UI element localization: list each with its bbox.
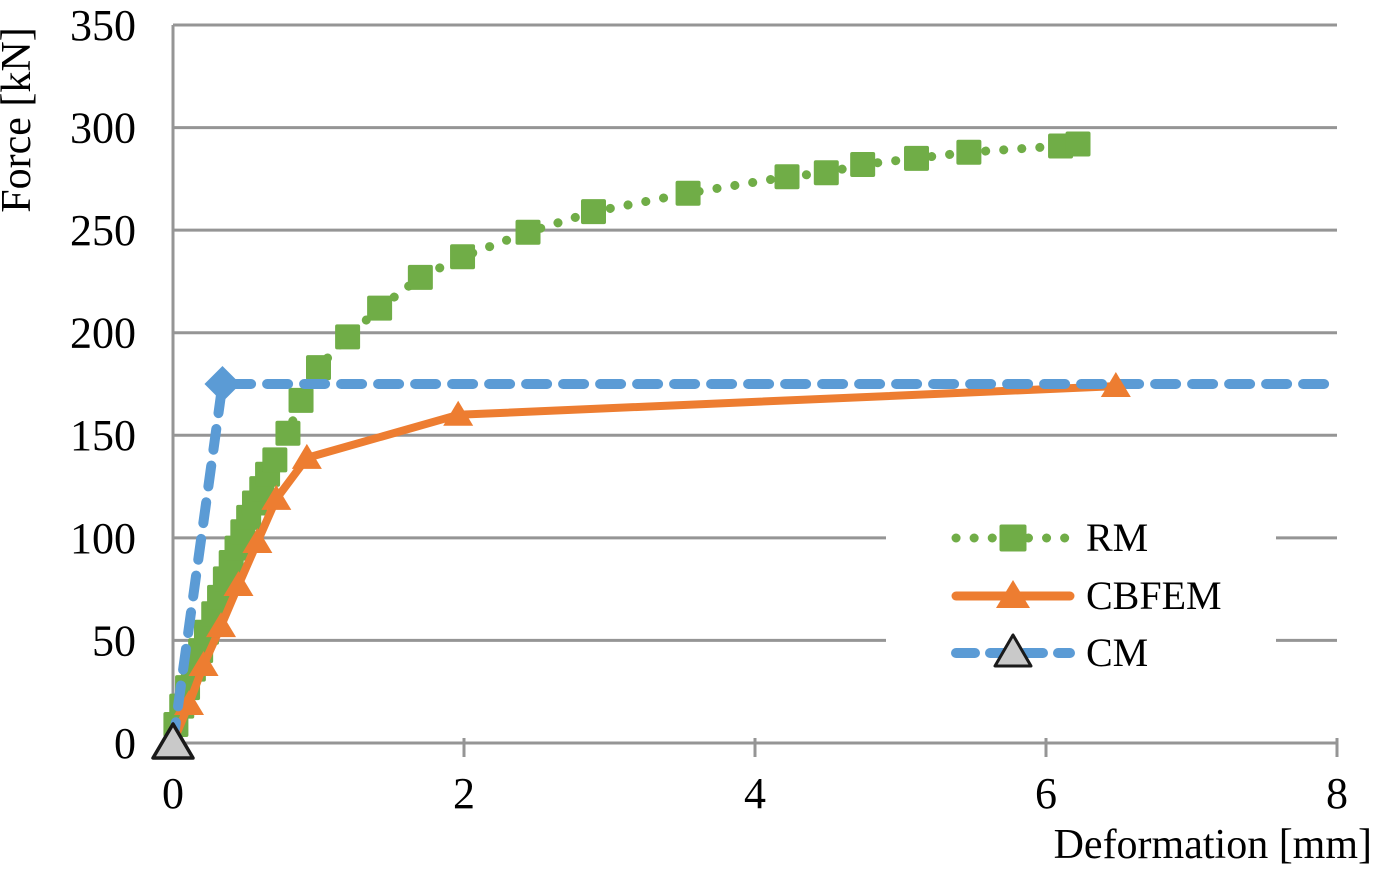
rm-marker <box>407 264 433 290</box>
rm-marker <box>813 160 839 186</box>
x-tick-label-8: 8 <box>1326 769 1348 818</box>
cbfem-marker <box>261 484 292 510</box>
rm-marker <box>262 447 288 473</box>
cm-sample-marker <box>993 633 1033 668</box>
cm-diamond-marker <box>204 366 241 402</box>
rm-marker <box>335 324 361 350</box>
cbfem-marker <box>206 612 237 638</box>
y-tick-label-300: 300 <box>70 104 136 153</box>
tick-labels: 0 50 100 150 200 250 300 350 0 2 4 6 8 <box>70 1 1348 818</box>
x-axis-title: Deformation [mm] <box>1054 822 1372 868</box>
y-axis-title: Force [kN] <box>0 27 40 212</box>
cm-line-sample <box>951 633 1075 668</box>
rm-marker <box>515 219 541 245</box>
x-tick-label-2: 2 <box>453 769 475 818</box>
rm-line-sample <box>951 524 1075 552</box>
cm-line <box>168 379 1342 748</box>
legend-label-rm: RM <box>1086 515 1148 560</box>
y-tick-label-200: 200 <box>70 309 136 358</box>
legend-label-cm: CM <box>1086 630 1148 675</box>
legend-background <box>886 504 1276 688</box>
series-cm <box>151 366 1342 760</box>
cbfem-marker <box>443 400 474 426</box>
cbfem-marker <box>291 443 322 469</box>
rm-sample-marker <box>999 524 1027 552</box>
axes <box>171 25 1339 757</box>
rm-marker <box>450 244 476 270</box>
rm-marker <box>850 151 876 177</box>
rm-marker <box>367 295 393 321</box>
y-tick-label-50: 50 <box>92 616 136 665</box>
cbfem-line-sample <box>951 580 1075 608</box>
rm-marker <box>904 145 930 171</box>
cbfem-marker-last <box>1100 372 1131 398</box>
rm-marker <box>288 387 314 413</box>
legend: RM CBFEM CM <box>886 504 1276 688</box>
rm-marker <box>1065 131 1091 157</box>
y-tick-label-350: 350 <box>70 1 136 50</box>
y-tick-label-150: 150 <box>70 411 136 460</box>
gridlines <box>173 23 1337 745</box>
rm-marker <box>580 199 606 225</box>
cbfem-sample-marker <box>996 580 1030 608</box>
y-tick-label-250: 250 <box>70 206 136 255</box>
series-layer <box>151 131 1342 760</box>
cbfem-marker <box>223 571 254 597</box>
x-tick-label-4: 4 <box>744 769 766 818</box>
cbfem-line <box>170 382 1120 743</box>
y-tick-label-0: 0 <box>114 719 136 768</box>
rm-marker <box>306 355 331 381</box>
rm-marker <box>774 164 800 190</box>
cbfem-marker <box>242 527 273 553</box>
rm-marker <box>956 139 982 165</box>
x-tick-label-0: 0 <box>162 769 184 818</box>
cbfem-marker <box>188 651 219 677</box>
legend-label-cbfem: CBFEM <box>1086 573 1222 618</box>
y-tick-label-100: 100 <box>70 514 136 563</box>
rm-marker <box>675 180 701 206</box>
rm-marker <box>275 420 301 446</box>
x-tick-label-6: 6 <box>1035 769 1057 818</box>
series-cbfem <box>170 382 1120 743</box>
cm-origin-marker <box>151 722 195 760</box>
